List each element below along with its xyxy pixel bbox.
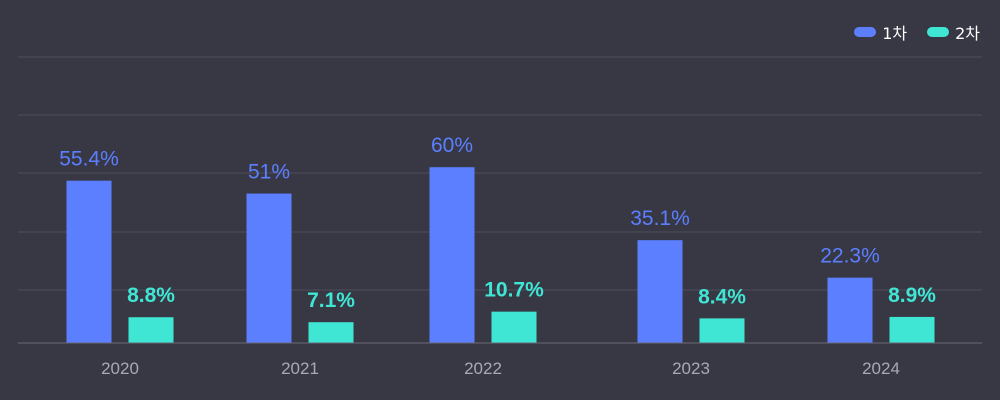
- legend: 1차 2차: [854, 20, 980, 44]
- legend-label-series-1: 1차: [882, 24, 908, 43]
- x-tick-label-2020: 2020: [101, 359, 139, 378]
- data-label-series-1-2023: 35.1%: [630, 207, 690, 230]
- legend-swatch-series-1: [854, 27, 877, 37]
- bar-series-1-2024: [827, 277, 873, 343]
- bar-series-1-2023: [637, 240, 683, 343]
- data-label-series-2-2021: 7.1%: [307, 289, 355, 312]
- bar-series-1-2022: [429, 167, 475, 343]
- bar-series-2-2024: [889, 316, 935, 343]
- legend-label-series-2: 2차: [955, 24, 980, 43]
- bar-series-2-2020: [128, 317, 174, 343]
- data-label-series-1-2024: 22.3%: [820, 245, 880, 268]
- bar-series-2-2022: [491, 311, 537, 343]
- data-label-series-2-2024: 8.9%: [888, 284, 936, 307]
- x-tick-label-2024: 2024: [862, 359, 900, 378]
- bar-series-1-2021: [246, 193, 292, 343]
- bar-series-2-2023: [699, 318, 745, 343]
- data-label-series-1-2021: 51%: [248, 161, 290, 184]
- x-tick-label-2023: 2023: [672, 359, 710, 378]
- bar-series-1-2020: [66, 180, 112, 343]
- legend-item-series-1: 1차: [854, 20, 907, 44]
- x-tick-label-2022: 2022: [464, 359, 502, 378]
- bar-series-2-2021: [308, 322, 354, 343]
- data-label-series-2-2023: 8.4%: [698, 285, 746, 308]
- x-tick-label-2021: 2021: [281, 359, 319, 378]
- legend-item-series-2: 2차: [927, 20, 980, 44]
- data-label-series-2-2022: 10.7%: [484, 279, 544, 302]
- data-label-series-1-2020: 55.4%: [59, 148, 119, 171]
- data-label-series-1-2022: 60%: [431, 134, 473, 157]
- data-label-series-2-2020: 8.8%: [127, 284, 175, 307]
- legend-swatch-series-2: [927, 27, 950, 37]
